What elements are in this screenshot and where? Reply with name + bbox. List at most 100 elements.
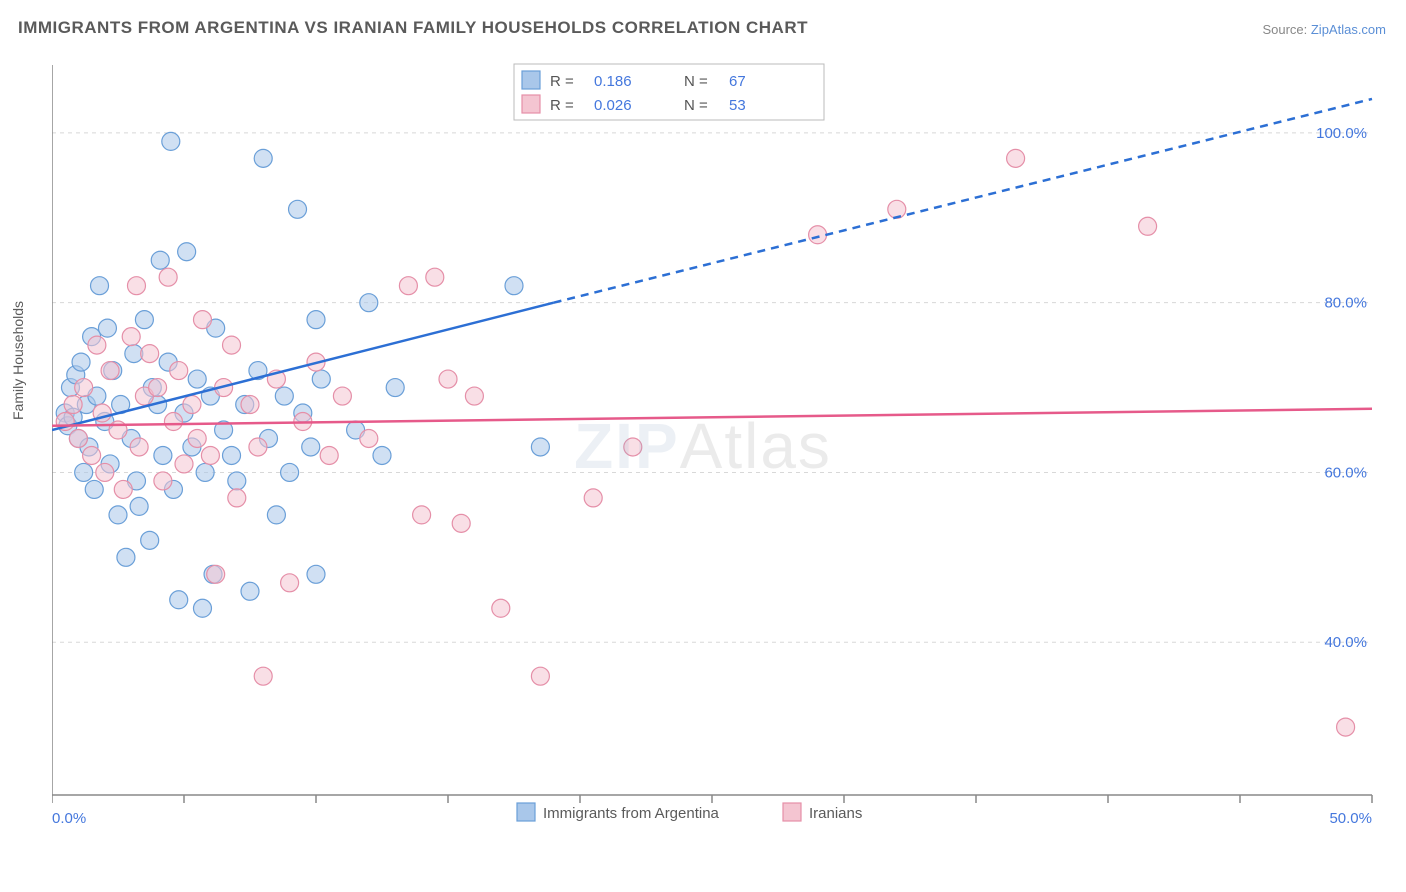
- data-point-argentina: [91, 277, 109, 295]
- data-point-iranians: [88, 336, 106, 354]
- data-point-argentina: [254, 149, 272, 167]
- data-point-iranians: [201, 446, 219, 464]
- data-point-argentina: [188, 370, 206, 388]
- data-point-iranians: [159, 268, 177, 286]
- data-point-argentina: [109, 506, 127, 524]
- data-point-argentina: [228, 472, 246, 490]
- legend-r-value: 0.186: [594, 73, 632, 90]
- legend-r-value: 0.026: [594, 97, 632, 114]
- data-point-iranians: [439, 370, 457, 388]
- source-attribution: Source: ZipAtlas.com: [1262, 22, 1386, 37]
- data-point-argentina: [241, 582, 259, 600]
- data-point-argentina: [505, 277, 523, 295]
- data-point-argentina: [151, 251, 169, 269]
- data-point-iranians: [492, 599, 510, 617]
- data-point-iranians: [223, 336, 241, 354]
- data-point-argentina: [98, 319, 116, 337]
- data-point-argentina: [307, 311, 325, 329]
- legend-n-value: 67: [729, 73, 746, 90]
- data-point-iranians: [413, 506, 431, 524]
- data-point-iranians: [193, 311, 211, 329]
- data-point-argentina: [360, 294, 378, 312]
- data-point-iranians: [1337, 718, 1355, 736]
- data-point-iranians: [465, 387, 483, 405]
- data-point-iranians: [452, 514, 470, 532]
- data-point-iranians: [164, 413, 182, 431]
- legend-n-label: N =: [684, 73, 708, 90]
- source-prefix: Source:: [1262, 22, 1310, 37]
- data-point-iranians: [360, 429, 378, 447]
- data-point-iranians: [170, 362, 188, 380]
- chart-container: IMMIGRANTS FROM ARGENTINA VS IRANIAN FAM…: [0, 0, 1406, 892]
- data-point-iranians: [399, 277, 417, 295]
- data-point-argentina: [135, 311, 153, 329]
- data-point-iranians: [141, 345, 159, 363]
- data-point-argentina: [289, 200, 307, 218]
- data-point-argentina: [307, 565, 325, 583]
- legend-label-argentina: Immigrants from Argentina: [543, 805, 720, 822]
- data-point-argentina: [373, 446, 391, 464]
- data-point-iranians: [96, 463, 114, 481]
- legend-r-label: R =: [550, 73, 574, 90]
- legend-r-label: R =: [550, 97, 574, 114]
- data-point-iranians: [75, 379, 93, 397]
- bottom-legend: Immigrants from ArgentinaIranians: [517, 803, 862, 822]
- data-point-argentina: [531, 438, 549, 456]
- data-point-iranians: [888, 200, 906, 218]
- data-point-argentina: [117, 548, 135, 566]
- data-point-iranians: [584, 489, 602, 507]
- data-point-argentina: [223, 446, 241, 464]
- data-point-iranians: [83, 446, 101, 464]
- data-point-iranians: [426, 268, 444, 286]
- data-point-iranians: [122, 328, 140, 346]
- data-point-iranians: [531, 667, 549, 685]
- data-point-iranians: [69, 429, 87, 447]
- data-point-argentina: [178, 243, 196, 261]
- legend-swatch-iranians: [522, 95, 540, 113]
- data-point-argentina: [196, 463, 214, 481]
- data-point-iranians: [130, 438, 148, 456]
- data-point-argentina: [275, 387, 293, 405]
- source-link[interactable]: ZipAtlas.com: [1311, 22, 1386, 37]
- legend-swatch-iranians: [783, 803, 801, 821]
- data-point-argentina: [193, 599, 211, 617]
- data-point-argentina: [312, 370, 330, 388]
- y-tick-label: 80.0%: [1324, 295, 1367, 312]
- legend-stats: R = 0.186 N = 67 R = 0.026 N = 53: [514, 64, 824, 120]
- data-point-argentina: [154, 446, 172, 464]
- data-point-iranians: [114, 480, 132, 498]
- data-point-iranians: [241, 396, 259, 414]
- legend-n-label: N =: [684, 97, 708, 114]
- data-point-argentina: [141, 531, 159, 549]
- data-point-iranians: [624, 438, 642, 456]
- y-tick-label: 100.0%: [1316, 125, 1367, 142]
- data-point-iranians: [1007, 149, 1025, 167]
- data-point-argentina: [130, 497, 148, 515]
- plot-svg: 40.0% 60.0% 80.0% 100.0% 0.0% 50.0% R = 0.186 N…: [52, 55, 1382, 825]
- legend-n-value: 53: [729, 97, 746, 114]
- x-tick-label: 50.0%: [1329, 810, 1372, 825]
- data-point-iranians: [175, 455, 193, 473]
- data-point-iranians: [320, 446, 338, 464]
- legend-swatch-argentina: [517, 803, 535, 821]
- y-tick-label: 60.0%: [1324, 464, 1367, 481]
- data-point-argentina: [170, 591, 188, 609]
- data-point-iranians: [154, 472, 172, 490]
- data-point-iranians: [228, 489, 246, 507]
- data-point-argentina: [267, 506, 285, 524]
- data-point-iranians: [149, 379, 167, 397]
- data-point-argentina: [302, 438, 320, 456]
- data-point-iranians: [64, 396, 82, 414]
- data-point-iranians: [183, 396, 201, 414]
- data-point-iranians: [809, 226, 827, 244]
- data-point-iranians: [188, 429, 206, 447]
- x-tick-label: 0.0%: [52, 810, 86, 825]
- legend-swatch-argentina: [522, 71, 540, 89]
- data-point-iranians: [254, 667, 272, 685]
- data-point-iranians: [281, 574, 299, 592]
- data-point-argentina: [72, 353, 90, 371]
- chart-title: IMMIGRANTS FROM ARGENTINA VS IRANIAN FAM…: [18, 18, 808, 38]
- y-tick-label: 40.0%: [1324, 634, 1367, 651]
- data-point-iranians: [249, 438, 267, 456]
- data-point-argentina: [75, 463, 93, 481]
